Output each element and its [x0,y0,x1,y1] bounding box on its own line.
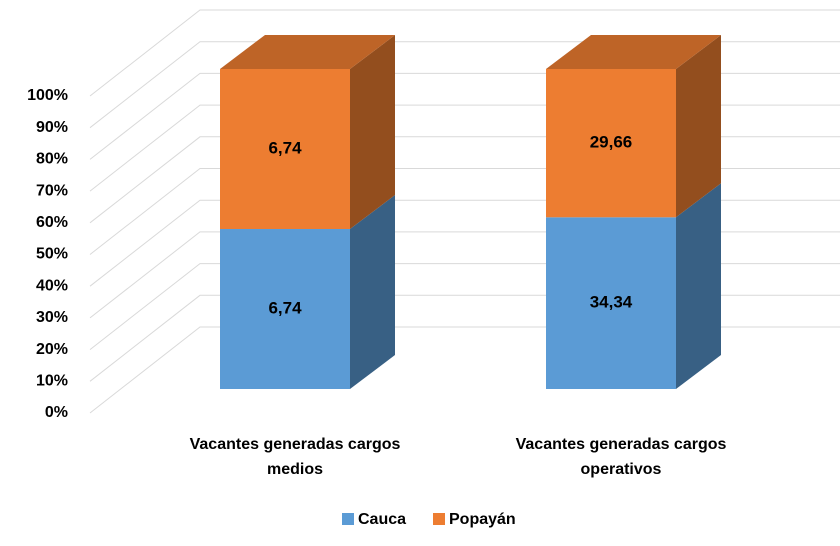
grid-line [89,326,840,414]
bar [220,69,350,229]
bar-top [546,35,721,69]
grid-line [89,136,840,224]
y-tick-label: 50% [36,246,68,263]
data-label: 34,34 [590,293,633,312]
bar-side [676,183,721,389]
legend-label: Popayán [449,511,516,528]
grid-line [89,72,840,160]
x-tick-label: Vacantes generadas cargos medios [189,436,401,478]
grid-line [89,294,840,382]
bar-side [350,35,395,229]
grid-line [89,199,840,287]
y-tick-label: 0% [45,404,68,421]
grid-line [89,9,840,97]
legend-swatch [342,513,354,525]
x-tick-label: Vacantes generadas cargos operativos [515,436,727,478]
y-tick-label: 60% [36,214,68,231]
bar [220,229,350,389]
bar-side [676,35,721,218]
bar [546,217,676,389]
grid-line [89,231,840,319]
grid-line [89,168,840,255]
y-tick-label: 100% [27,87,68,104]
grid-line [89,41,840,129]
grid-line [89,104,840,192]
y-tick-label: 10% [36,373,68,390]
y-tick-label: 40% [36,277,68,294]
grid-line [89,263,840,350]
bar [546,69,676,218]
data-label: 6,74 [268,298,302,317]
bar-top [220,35,395,69]
y-tick-label: 30% [36,309,68,326]
y-tick-label: 80% [36,151,68,168]
bar-side [350,195,395,389]
data-label: 29,66 [590,133,633,152]
legend-swatch [433,513,445,525]
y-tick-label: 20% [36,341,68,358]
data-label: 6,74 [268,138,302,157]
y-tick-label: 70% [36,182,68,199]
y-tick-label: 90% [36,119,68,136]
legend-label: Cauca [358,511,406,528]
